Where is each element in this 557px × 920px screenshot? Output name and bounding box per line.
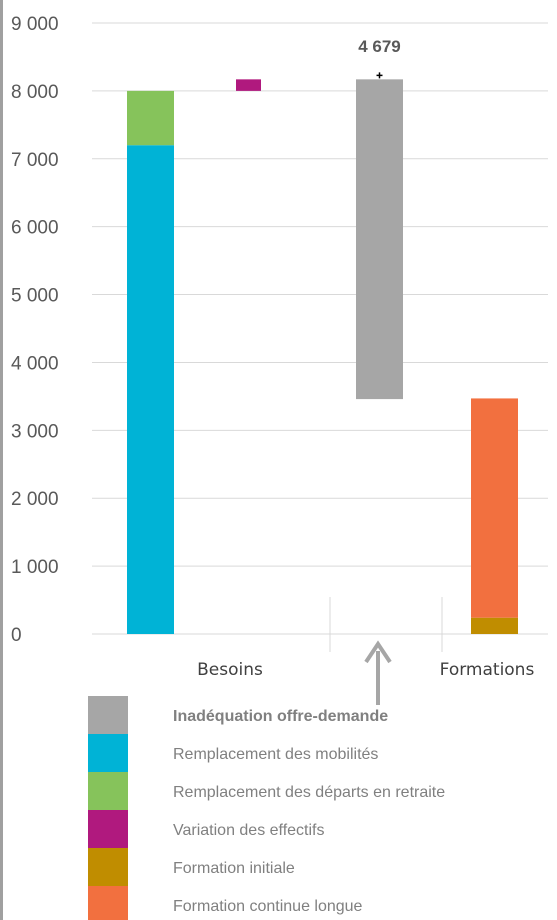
- category-label-formations: Formations: [440, 660, 535, 680]
- legend-swatch-remplacement-des-mobilites: [88, 734, 128, 772]
- legend-swatch-formation-initiale: [88, 848, 128, 886]
- legend-label-remplacement-des-departs-en-retraite: Remplacement des départs en retraite: [173, 784, 445, 801]
- y-tick-label: 1 000: [11, 557, 59, 578]
- bar-formation-continue-longue: [471, 398, 518, 618]
- bar-variation-des-effectifs: [236, 79, 261, 91]
- y-tick-label: 8 000: [11, 82, 59, 103]
- legend-label-formation-initiale: Formation initiale: [173, 860, 295, 877]
- y-tick-label: 0: [11, 625, 22, 646]
- bar-remplacement-des-departs-en-retraite: [127, 90, 174, 146]
- left-border: [0, 0, 3, 920]
- y-tick-label: 5 000: [11, 286, 59, 307]
- bar-inadequation-offre-demande: [356, 79, 403, 400]
- bar-remplacement-des-mobilites: [127, 145, 174, 634]
- y-tick-label: 9 000: [11, 14, 59, 35]
- bar-formation-initiale: [471, 617, 518, 634]
- annotation-marker: [376, 72, 383, 79]
- legend-swatch-remplacement-des-departs-en-retraite: [88, 772, 128, 810]
- y-tick-label: 2 000: [11, 489, 59, 510]
- y-tick-label: 4 000: [11, 353, 59, 374]
- legend-swatch-formation-continue-longue: [88, 886, 128, 920]
- legend-label-remplacement-des-mobilites: Remplacement des mobilités: [173, 746, 378, 763]
- y-tick-label: 7 000: [11, 150, 59, 171]
- annotation-value: 4 679: [358, 37, 401, 56]
- legend-swatch-variation-des-effectifs: [88, 810, 128, 848]
- legend-swatch-inadequation-offre-demande: [88, 696, 128, 734]
- legend-label-variation-des-effectifs: Variation des effectifs: [173, 822, 325, 839]
- arrow-head: [364, 640, 392, 664]
- category-label-besoins: Besoins: [197, 660, 263, 680]
- y-tick-label: 3 000: [11, 421, 59, 442]
- legend-label-formation-continue-longue: Formation continue longue: [173, 898, 363, 915]
- legend-label-inadequation-offre-demande: Inadéquation offre-demande: [173, 708, 388, 725]
- y-tick-label: 6 000: [11, 218, 59, 239]
